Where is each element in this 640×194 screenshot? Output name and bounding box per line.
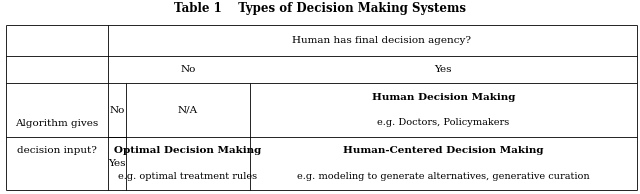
Text: e.g. optimal treatment rules: e.g. optimal treatment rules <box>118 171 257 181</box>
Text: No: No <box>180 65 196 74</box>
Text: Yes: Yes <box>108 159 125 168</box>
Text: decision input?: decision input? <box>17 146 97 155</box>
Text: Table 1    Types of Decision Making Systems: Table 1 Types of Decision Making Systems <box>174 2 466 15</box>
Text: Human-Centered Decision Making: Human-Centered Decision Making <box>343 146 543 155</box>
Text: e.g. Doctors, Policymakers: e.g. Doctors, Policymakers <box>377 118 509 127</box>
Text: Optimal Decision Making: Optimal Decision Making <box>114 146 262 155</box>
Text: e.g. modeling to generate alternatives, generative curation: e.g. modeling to generate alternatives, … <box>297 171 589 181</box>
Text: Algorithm gives: Algorithm gives <box>15 119 99 128</box>
Text: N/A: N/A <box>178 106 198 115</box>
Text: Human Decision Making: Human Decision Making <box>371 93 515 102</box>
Text: Yes: Yes <box>435 65 452 74</box>
Text: Human has final decision agency?: Human has final decision agency? <box>292 36 471 45</box>
Text: No: No <box>109 106 125 115</box>
